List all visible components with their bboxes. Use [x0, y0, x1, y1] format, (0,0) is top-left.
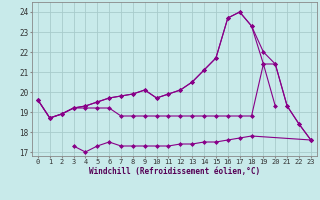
- X-axis label: Windchill (Refroidissement éolien,°C): Windchill (Refroidissement éolien,°C): [89, 167, 260, 176]
